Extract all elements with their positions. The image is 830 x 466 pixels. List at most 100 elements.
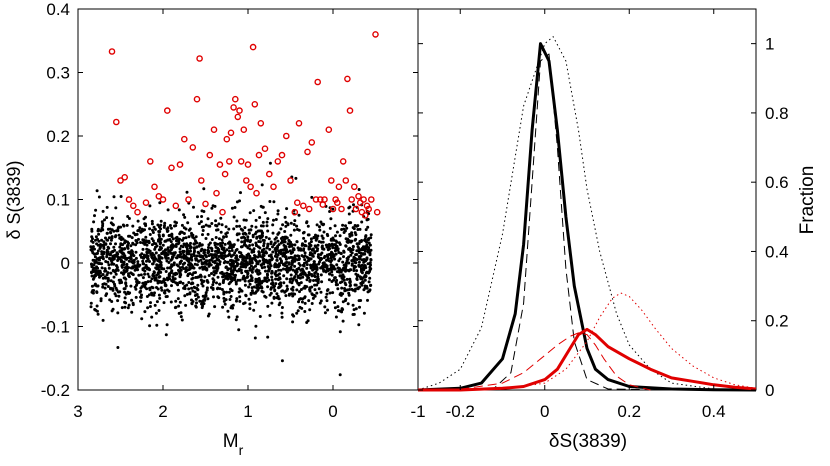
scatter-point — [324, 265, 328, 269]
scatter-point — [192, 205, 195, 209]
scatter-point — [226, 268, 230, 272]
scatter-point — [164, 254, 168, 258]
scatter-point — [158, 225, 161, 229]
scatter-point — [178, 262, 182, 265]
scatter-point — [252, 308, 256, 312]
scatter-point — [264, 235, 268, 239]
scatter-y-axis-label: δ S(3839) — [4, 160, 24, 239]
scatter-point — [164, 333, 168, 337]
scatter-point — [324, 295, 328, 299]
scatter-point — [90, 284, 94, 288]
scatter-point — [334, 280, 338, 284]
scatter-point — [310, 195, 314, 199]
scatter-point — [148, 249, 152, 253]
scatter-point — [288, 266, 292, 270]
scatter-point — [145, 247, 149, 251]
scatter-point — [311, 296, 315, 300]
scatter-point — [191, 281, 195, 285]
scatter-point — [235, 269, 239, 273]
scatter-point — [113, 255, 116, 259]
scatter-point — [131, 252, 135, 256]
scatter-point — [359, 264, 363, 268]
scatter-point — [262, 244, 266, 248]
scatter-point — [266, 229, 270, 233]
scatter-point — [116, 259, 120, 262]
scatter-point — [293, 243, 297, 247]
scatter-point — [301, 297, 305, 301]
scatter-point — [195, 245, 199, 249]
red-open-circle — [332, 196, 339, 203]
scatter-point — [291, 294, 295, 298]
red-open-circle — [249, 43, 257, 51]
scatter-point — [331, 244, 335, 247]
scatter-point — [153, 291, 156, 295]
scatter-point — [214, 223, 218, 227]
scatter-point — [313, 288, 317, 292]
scatter-point — [178, 300, 182, 304]
scatter-point — [347, 261, 351, 265]
scatter-point — [97, 195, 101, 199]
red-open-circle — [363, 202, 371, 210]
scatter-point — [154, 257, 158, 261]
scatter-point — [240, 240, 244, 244]
scatter-point — [104, 236, 107, 240]
scatter-point — [192, 242, 196, 246]
scatter-point — [359, 254, 363, 258]
scatter-point — [280, 306, 284, 309]
scatter-point — [204, 254, 208, 257]
scatter-point — [91, 237, 94, 241]
scatter-point — [287, 262, 291, 266]
scatter-point — [118, 290, 122, 294]
scatter-point — [187, 281, 191, 284]
scatter-point — [167, 289, 171, 293]
scatter-point — [152, 253, 156, 257]
red-open-circle — [193, 95, 201, 103]
scatter-point — [141, 255, 145, 259]
scatter-point — [303, 295, 307, 299]
scatter-point — [242, 274, 246, 278]
red-open-circle — [236, 107, 243, 114]
scatter-point — [264, 269, 267, 273]
scatter-point — [344, 244, 348, 248]
scatter-point — [178, 232, 182, 236]
scatter-point — [89, 245, 93, 249]
red-open-circle — [335, 183, 343, 191]
scatter-point — [176, 254, 180, 258]
scatter-point — [329, 237, 333, 241]
scatter-point — [139, 286, 143, 290]
scatter-point — [285, 264, 289, 268]
scatter-point — [262, 262, 266, 266]
scatter-point — [271, 250, 275, 254]
scatter-point — [157, 293, 161, 297]
scatter-point — [250, 270, 254, 274]
scatter-point — [344, 269, 347, 273]
scatter-point — [269, 242, 273, 246]
scatter-point — [172, 272, 176, 276]
scatter-point — [258, 234, 261, 238]
scatter-point — [336, 247, 340, 251]
scatter-point — [206, 232, 210, 236]
scatter-point — [253, 291, 257, 295]
scatter-point — [268, 313, 272, 317]
scatter-point — [293, 259, 297, 263]
scatter-point — [206, 297, 210, 301]
red-open-circle — [240, 126, 248, 133]
scatter-point — [185, 256, 189, 260]
scatter-point — [151, 262, 154, 266]
scatter-point — [331, 246, 335, 250]
scatter-point — [143, 272, 147, 276]
scatter-point — [185, 190, 189, 194]
scatter-point — [180, 230, 184, 234]
scatter-point — [139, 299, 143, 303]
scatter-point — [325, 253, 329, 257]
scatter-point — [267, 237, 271, 241]
red-open-circle — [352, 205, 360, 213]
scatter-point — [306, 275, 310, 279]
scatter-point — [105, 216, 109, 220]
scatter-point — [297, 267, 301, 271]
scatter-point — [366, 225, 370, 229]
scatter-point — [166, 256, 170, 260]
scatter-point — [335, 263, 339, 267]
scatter-point — [275, 263, 279, 267]
scatter-point — [180, 255, 184, 259]
